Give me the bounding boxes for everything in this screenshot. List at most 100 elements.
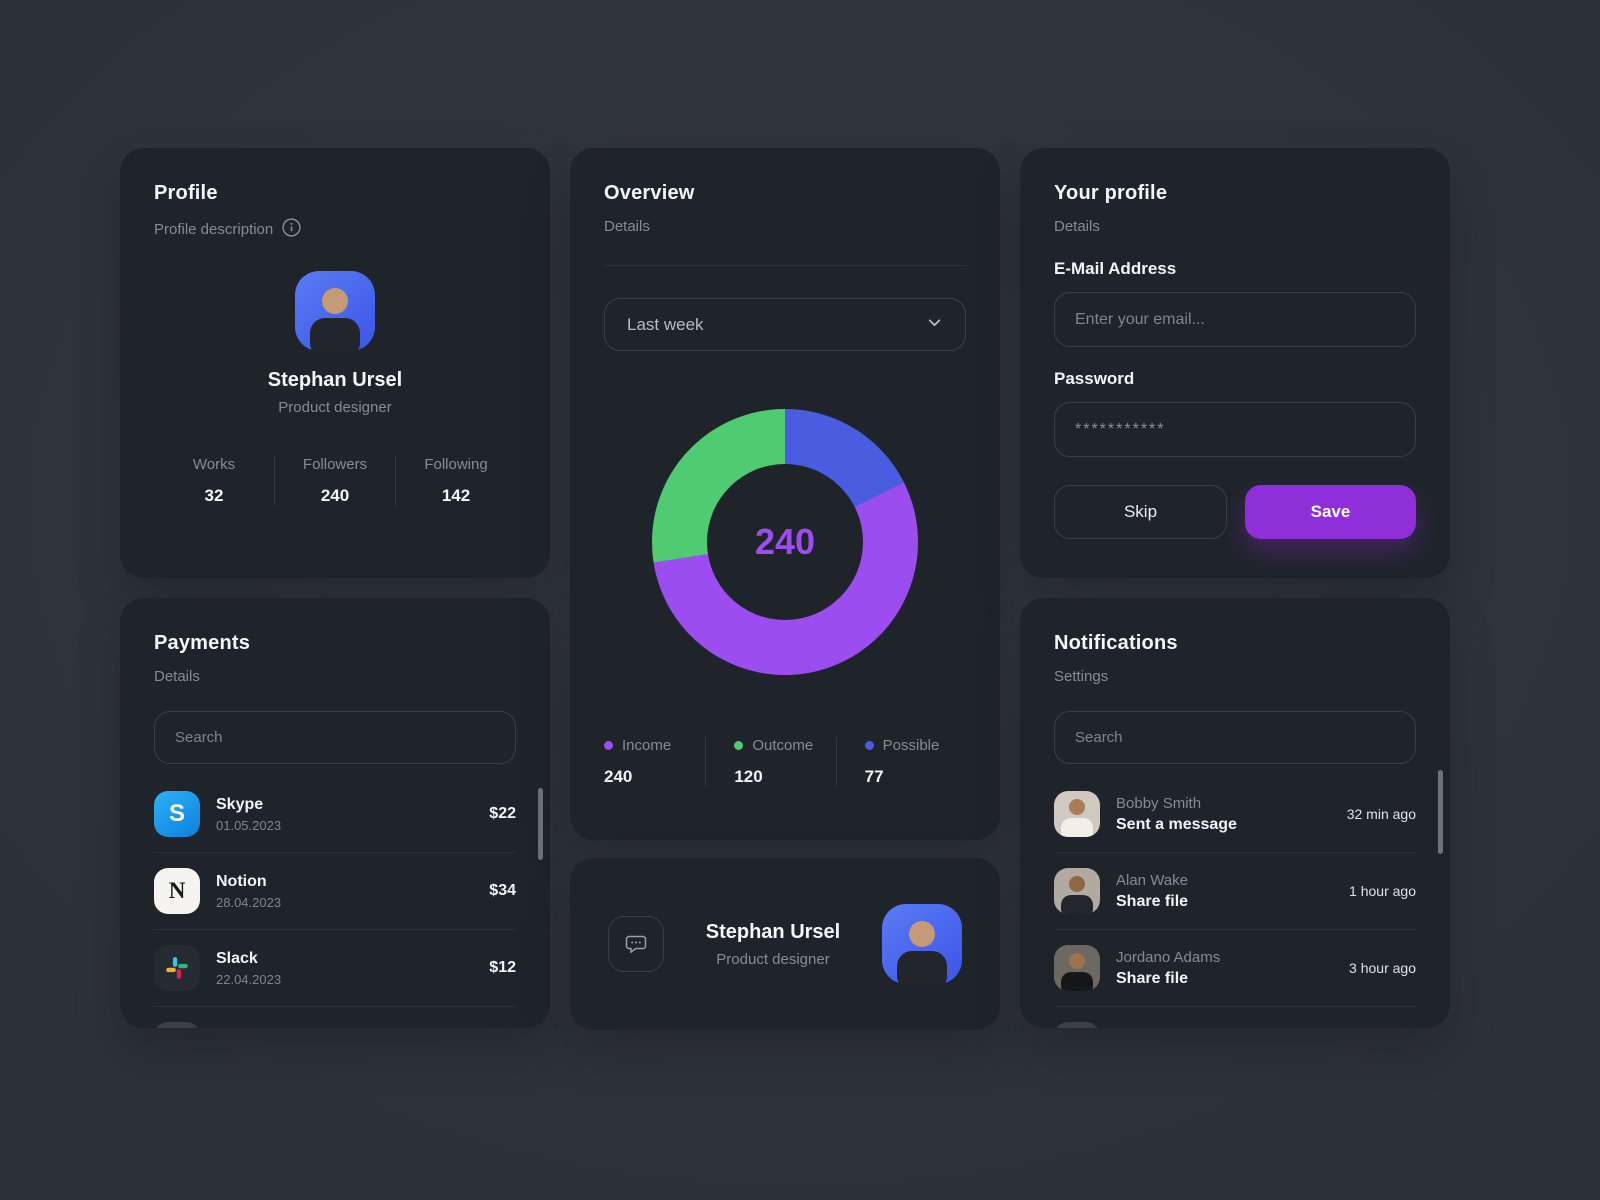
person-silhouette [310, 288, 360, 351]
form-actions: Skip Save [1054, 485, 1416, 539]
legend-label: Income [622, 737, 672, 754]
donut-chart-wrap: 240 [652, 409, 918, 675]
payment-row[interactable]: N Notion 28.04.2023 $34 [154, 853, 516, 930]
notification-action: Share file [1116, 892, 1189, 910]
profile-card-subtitle: Profile description [154, 221, 274, 238]
chat-button[interactable] [608, 916, 664, 972]
stat-label: Works [192, 456, 236, 473]
period-select[interactable]: Last week [604, 298, 966, 351]
payment-amount: $22 [489, 805, 516, 822]
save-button[interactable]: Save [1245, 485, 1416, 539]
payment-date: 01.05.2023 [216, 817, 282, 833]
notifications-search-wrap [1054, 711, 1416, 764]
outcome-dot-icon [734, 741, 744, 750]
payment-amount: $12 [489, 959, 516, 976]
notification-row[interactable]: Jordano Adams Share file 3 hour ago [1054, 930, 1416, 1007]
donut-chart[interactable] [652, 409, 918, 675]
payments-card-title: Payments [154, 632, 251, 654]
your-profile-card: Your profile Details E-Mail Address Pass… [1020, 148, 1450, 578]
notification-meta: Bobby Smith Sent a message [1116, 795, 1347, 834]
notifications-scrollbar[interactable] [1438, 770, 1443, 854]
legend-value: 120 [734, 767, 763, 786]
payment-row[interactable]: Slack 22.04.2023 $12 [154, 930, 516, 1007]
notification-sender: Alan Wake [1116, 871, 1188, 889]
mini-profile-avatar [882, 904, 962, 984]
profile-name: Stephan Ursel [267, 369, 403, 391]
password-label: Password [1054, 369, 1135, 388]
notification-row[interactable]: Bobby Smith Sent a message 32 min ago [1054, 776, 1416, 853]
payments-card-subtitle: Details [154, 668, 200, 685]
donut-center-value: 240 [754, 521, 816, 562]
stat-value: 142 [441, 486, 471, 505]
stat-following: Following 142 [395, 456, 516, 506]
payment-amount: $34 [489, 882, 516, 899]
skip-button[interactable]: Skip [1054, 485, 1227, 539]
mini-profile-role: Product designer [716, 950, 830, 968]
legend-value: 77 [864, 767, 884, 786]
email-label: E-Mail Address [1054, 259, 1177, 278]
payments-list: S Skype 01.05.2023 $22 N Notion 28.04.20… [154, 776, 516, 1028]
chart-legend: Income 240 Outcome 120 Possible 77 [604, 737, 966, 787]
payments-scrollbar[interactable] [538, 788, 543, 860]
profile-card-title: Profile [154, 182, 218, 204]
overview-card-subtitle: Details [604, 218, 650, 235]
stat-value: 240 [320, 486, 350, 505]
profile-card: Profile Profile description Stephan Urse… [120, 148, 550, 578]
notification-sender: Jordano Adams [1116, 948, 1221, 966]
payment-row-partial [154, 1007, 516, 1028]
payment-name: Skype [216, 795, 264, 813]
notifications-card: Notifications Settings Bobby Smith Sent … [1020, 598, 1450, 1028]
avatar [1054, 868, 1100, 914]
avatar [1054, 945, 1100, 991]
profile-card-subtitle-row: Profile description [154, 218, 516, 241]
stat-works: Works 32 [154, 456, 274, 506]
stat-label: Followers [302, 456, 368, 473]
password-field[interactable] [1054, 402, 1416, 457]
payment-meta: Notion 28.04.2023 [216, 873, 489, 910]
legend-label: Outcome [752, 737, 814, 754]
profile-body: Stephan Ursel Product designer Works 32 … [154, 241, 516, 506]
mini-profile-text: Stephan Ursel Product designer [684, 921, 862, 968]
chevron-down-icon [926, 314, 943, 336]
profile-avatar [295, 271, 375, 351]
payment-name: Slack [216, 949, 258, 967]
avatar [1054, 1022, 1100, 1028]
legend-item-outcome: Outcome 120 [705, 737, 835, 787]
payment-row[interactable]: S Skype 01.05.2023 $22 [154, 776, 516, 853]
payment-name: Notion [216, 872, 267, 890]
notification-action: Sent a message [1116, 815, 1237, 833]
notification-row-partial [1054, 1007, 1416, 1028]
notifications-subtitle: Settings [1054, 668, 1109, 685]
legend-item-income: Income 240 [604, 737, 705, 787]
email-field[interactable] [1054, 292, 1416, 347]
notification-sender: Bobby Smith [1116, 794, 1202, 812]
your-profile-subtitle: Details [1054, 218, 1100, 235]
notification-row[interactable]: Alan Wake Share file 1 hour ago [1054, 853, 1416, 930]
period-select-value: Last week [627, 314, 704, 334]
stat-label: Following [424, 456, 488, 473]
mini-profile-name: Stephan Ursel [705, 920, 841, 943]
legend-item-possible: Possible 77 [835, 737, 966, 787]
info-icon[interactable] [282, 218, 301, 241]
stat-value: 32 [204, 486, 224, 505]
person-silhouette [897, 921, 947, 984]
income-dot-icon [604, 741, 613, 750]
notification-meta: Jordano Adams Share file [1116, 949, 1349, 988]
divider [604, 265, 966, 266]
notification-time: 3 hour ago [1349, 960, 1416, 976]
slack-icon [154, 945, 200, 991]
payment-date: 28.04.2023 [216, 894, 282, 910]
payments-card: Payments Details S Skype 01.05.2023 $22 … [120, 598, 550, 1028]
notifications-search-input[interactable] [1054, 711, 1416, 764]
payment-meta: Skype 01.05.2023 [216, 796, 489, 833]
payments-search-input[interactable] [154, 711, 516, 764]
skype-icon: S [154, 791, 200, 837]
notification-time: 32 min ago [1346, 806, 1416, 822]
notification-meta: Alan Wake Share file [1116, 872, 1349, 911]
avatar [1054, 791, 1100, 837]
profile-stats: Works 32 Followers 240 Following 142 [154, 456, 516, 506]
profile-role: Product designer [278, 399, 392, 416]
notion-icon: N [154, 868, 200, 914]
payment-date: 22.04.2023 [216, 971, 282, 987]
payment-meta: Slack 22.04.2023 [216, 950, 489, 987]
